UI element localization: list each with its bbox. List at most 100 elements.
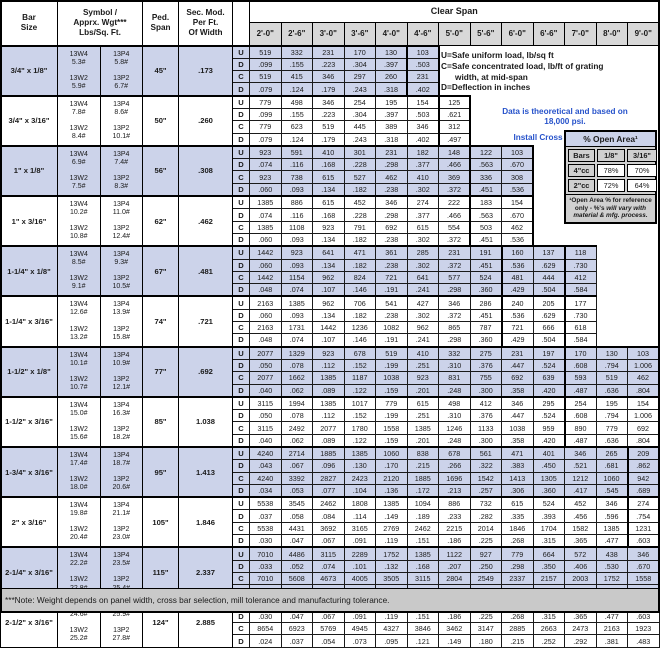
legend-concentrated-2: width, at mid-span bbox=[455, 71, 528, 82]
load-cell: 346 bbox=[564, 446, 597, 461]
deflection-cell: .298 bbox=[438, 333, 471, 348]
symbol-entry: 13P4 18.7# bbox=[112, 452, 131, 468]
deflection-cell: .451 bbox=[469, 232, 502, 248]
load-cell: 191 bbox=[469, 245, 502, 260]
bar-size-cell: 1-1/4" x 1/8" bbox=[0, 245, 58, 297]
symbol-entry: 13P4 13.9# bbox=[112, 301, 131, 317]
deflection-cell: .603 bbox=[627, 609, 660, 624]
deflection-cell: .350 bbox=[532, 559, 565, 573]
deflection-cell: .429 bbox=[500, 283, 534, 298]
load-cell: 1846 bbox=[501, 521, 534, 536]
load-cell: 1558 bbox=[627, 571, 660, 586]
deflection-cell: .372 bbox=[438, 232, 471, 247]
deflection-cell: .180 bbox=[469, 634, 502, 648]
sec-mod-cell: .692 bbox=[178, 345, 233, 398]
deflection-cell: .116 bbox=[280, 158, 313, 172]
deflection-cell: .152 bbox=[343, 358, 376, 373]
load-cell: 615 bbox=[501, 496, 534, 511]
deflection-cell: .298 bbox=[375, 158, 408, 172]
empty-cell bbox=[627, 296, 659, 310]
load-cell: 519 bbox=[375, 345, 408, 360]
deflection-cell: .304 bbox=[343, 57, 376, 72]
load-cell: 779 bbox=[501, 546, 534, 561]
span-column-label: 8'-0" bbox=[595, 22, 628, 46]
deflection-cell: .406 bbox=[564, 559, 597, 573]
load-cell: 8654 bbox=[249, 622, 282, 636]
load-cell: 615 bbox=[406, 395, 439, 411]
load-cell: 4486 bbox=[280, 546, 313, 561]
deflection-cell: .079 bbox=[249, 132, 282, 147]
load-cell: 2077 bbox=[249, 371, 282, 385]
deflection-cell: .268 bbox=[501, 534, 534, 548]
load-cell: 2163 bbox=[595, 622, 628, 636]
symbol-entry: 13W2 7.5# bbox=[69, 174, 88, 191]
load-cell: 524 bbox=[532, 496, 565, 511]
load-cell: 865 bbox=[438, 321, 471, 335]
deflection-cell: .168 bbox=[406, 559, 439, 573]
deflection-cell: .376 bbox=[469, 409, 502, 423]
symbol-weight-cell: 13W4 15.0# 13W2 15.6# 13P4 16.3# 13P2 18.2# bbox=[57, 395, 143, 448]
symbol-entry: 13P2 6.7# bbox=[113, 74, 130, 90]
load-cell: 254 bbox=[563, 395, 597, 411]
sec-mod-cell: .173 bbox=[178, 44, 233, 97]
load-cell: 4945 bbox=[343, 622, 376, 636]
deflection-cell: .248 bbox=[438, 383, 471, 398]
symbol-entry: 13P2 20.6# bbox=[112, 476, 131, 492]
load-cell: 519 bbox=[249, 44, 282, 59]
deflection-cell: .074 bbox=[249, 208, 282, 222]
load-cell: 336 bbox=[469, 170, 502, 184]
deflection-cell: .074 bbox=[312, 559, 345, 573]
deflection-cell: .681 bbox=[595, 459, 628, 473]
empty-cell bbox=[533, 208, 565, 222]
deflection-cell: .304 bbox=[343, 107, 376, 122]
empty-cell bbox=[533, 183, 565, 197]
deflection-cell: .310 bbox=[438, 358, 471, 373]
open-area-footnote-italic: will vary with material & mfg. process. bbox=[573, 204, 648, 220]
legend-deflection: D=Deflection in inches bbox=[441, 82, 531, 93]
deflection-cell: .099 bbox=[249, 107, 282, 122]
load-cell: 2337 bbox=[501, 571, 534, 586]
deflection-cell: .381 bbox=[595, 634, 628, 648]
load-cell: 125 bbox=[437, 94, 471, 109]
deflection-cell: .584 bbox=[564, 333, 597, 348]
load-type-cell: U bbox=[232, 446, 250, 461]
load-cell: 1094 bbox=[406, 496, 439, 511]
load-cell: 2714 bbox=[280, 446, 313, 461]
load-cell: 3505 bbox=[375, 571, 408, 586]
table-row: D .074.116.168.228.298.377.466.563.670 bbox=[1, 208, 659, 222]
load-cell: 1442 bbox=[249, 245, 282, 260]
load-type-cell: D bbox=[232, 232, 250, 247]
table-row: D .050.078.112.152.199.251.310.376.447.52… bbox=[1, 409, 660, 423]
deflection-cell: .302 bbox=[406, 308, 439, 323]
deflection-cell: 1.006 bbox=[627, 358, 660, 373]
empty-cell bbox=[596, 259, 628, 272]
bar-size-cell: 1-1/2" x 3/16" bbox=[0, 395, 58, 448]
deflection-cell: .078 bbox=[280, 409, 313, 423]
span-column-label: 5'-0" bbox=[438, 22, 471, 46]
symbol-entry: 13P2 10.5# bbox=[112, 275, 131, 291]
load-cell: 332 bbox=[280, 44, 313, 59]
load-cell: 1582 bbox=[564, 521, 597, 536]
bar-size-cell: 1-1/2" x 1/8" bbox=[0, 345, 58, 398]
deflection-cell: .252 bbox=[532, 634, 565, 648]
load-cell: 2473 bbox=[564, 622, 597, 636]
load-type-cell: D bbox=[232, 383, 250, 398]
deflection-cell: .122 bbox=[343, 433, 376, 448]
load-cell: 1704 bbox=[532, 521, 565, 536]
deflection-cell: .754 bbox=[626, 509, 660, 523]
load-cell: 4005 bbox=[343, 571, 376, 586]
load-cell: 275 bbox=[469, 345, 502, 360]
deflection-cell: .243 bbox=[343, 82, 376, 97]
empty-cell bbox=[627, 321, 659, 334]
deflection-cell: .670 bbox=[627, 559, 660, 573]
bar-size-cell: 1" x 3/16" bbox=[0, 195, 58, 247]
load-cell: 541 bbox=[375, 295, 408, 310]
load-cell: 205 bbox=[532, 295, 566, 310]
load-cell: 831 bbox=[438, 371, 471, 385]
deflection-cell: .447 bbox=[501, 409, 534, 423]
table-row: D .048.074.107.146.191.241.298.360.429.50… bbox=[1, 283, 659, 298]
empty-cell bbox=[501, 95, 533, 109]
load-cell: 641 bbox=[406, 270, 439, 285]
load-cell: 346 bbox=[501, 395, 534, 411]
deflection-cell: .050 bbox=[249, 358, 282, 373]
